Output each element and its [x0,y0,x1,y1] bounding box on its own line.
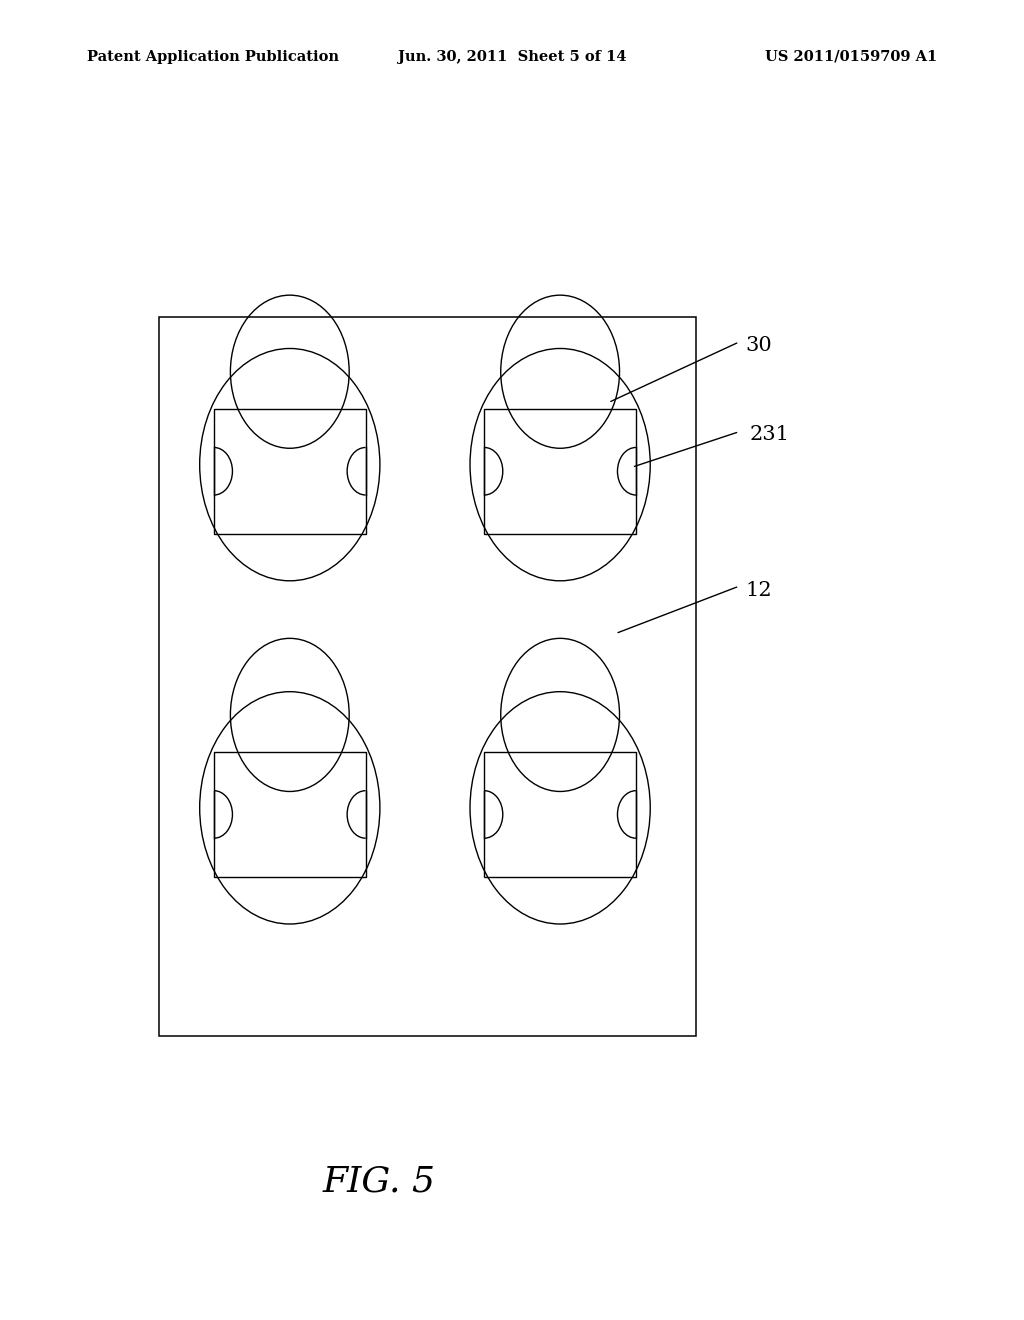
Bar [484,752,636,876]
Text: 12: 12 [745,581,772,599]
Text: 30: 30 [745,337,772,355]
Bar [214,409,366,533]
Text: 231: 231 [750,425,790,444]
Text: US 2011/0159709 A1: US 2011/0159709 A1 [765,50,937,63]
Bar [159,317,696,1036]
Text: Patent Application Publication: Patent Application Publication [87,50,339,63]
Bar [214,752,366,876]
Text: Jun. 30, 2011  Sheet 5 of 14: Jun. 30, 2011 Sheet 5 of 14 [397,50,627,63]
Bar [484,409,636,533]
Text: FIG. 5: FIG. 5 [323,1164,435,1199]
